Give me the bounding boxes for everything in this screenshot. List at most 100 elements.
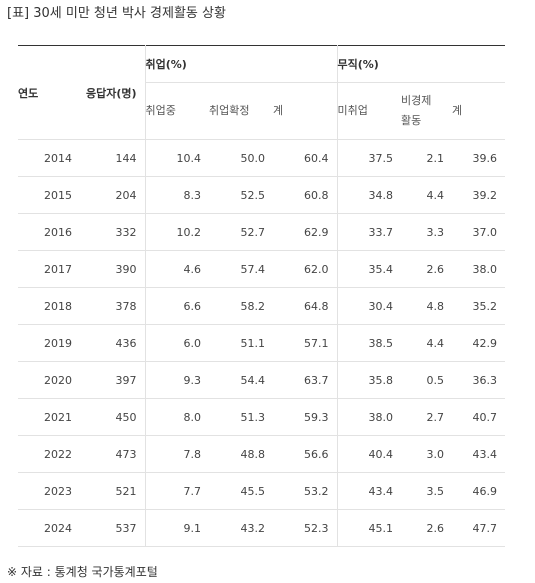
table-row: 2016 332 10.2 52.7 62.9 33.7 3.3 37.0 <box>18 213 506 251</box>
cell-employed-total: 64.8 <box>273 287 337 325</box>
cell-unemployed: 43.4 <box>336 472 401 510</box>
cell-respondents: 390 <box>86 250 145 288</box>
cell-year: 2014 <box>18 139 86 177</box>
cell-employed-confirmed: 58.2 <box>209 287 273 325</box>
table-row: 2023 521 7.7 45.5 53.2 43.4 3.5 46.9 <box>18 472 506 510</box>
cell-unemployed: 34.8 <box>336 176 401 214</box>
table-row: 2017 390 4.6 57.4 62.0 35.4 2.6 38.0 <box>18 250 506 288</box>
cell-employed-current: 6.0 <box>144 324 209 362</box>
cell-employed-total: 62.0 <box>273 250 337 288</box>
cell-employed-confirmed: 57.4 <box>209 250 273 288</box>
cell-employed-confirmed: 50.0 <box>209 139 273 177</box>
cell-unemployed-total: 47.7 <box>452 509 506 547</box>
cell-non-economic: 3.5 <box>401 472 452 510</box>
header-employed-total: 계 <box>273 82 337 140</box>
cell-non-economic: 4.4 <box>401 176 452 214</box>
cell-employed-total: 52.3 <box>273 509 337 547</box>
cell-employed-total: 63.7 <box>273 361 337 399</box>
cell-unemployed: 30.4 <box>336 287 401 325</box>
cell-respondents: 397 <box>86 361 145 399</box>
cell-non-economic: 2.6 <box>401 250 452 288</box>
cell-employed-total: 62.9 <box>273 213 337 251</box>
cell-unemployed: 38.5 <box>336 324 401 362</box>
table-row: 2022 473 7.8 48.8 56.6 40.4 3.0 43.4 <box>18 435 506 473</box>
cell-non-economic: 2.6 <box>401 509 452 547</box>
header-employed-group: 취업(%) <box>144 45 337 83</box>
cell-non-economic: 4.8 <box>401 287 452 325</box>
cell-unemployed-total: 39.2 <box>452 176 506 214</box>
cell-unemployed-total: 40.7 <box>452 398 506 436</box>
cell-respondents: 332 <box>86 213 145 251</box>
cell-respondents: 204 <box>86 176 145 214</box>
cell-unemployed: 35.8 <box>336 361 401 399</box>
cell-unemployed: 33.7 <box>336 213 401 251</box>
cell-year: 2019 <box>18 324 86 362</box>
cell-year: 2020 <box>18 361 86 399</box>
cell-non-economic: 3.0 <box>401 435 452 473</box>
cell-respondents: 521 <box>86 472 145 510</box>
employment-stats-table: 연도 응답자(명) 취업(%) 무직(%) 취업중 취업확정 계 미취업 비경제… <box>18 45 506 547</box>
cell-employed-confirmed: 54.4 <box>209 361 273 399</box>
header-employed-confirmed: 취업확정 <box>209 82 273 140</box>
cell-unemployed-total: 37.0 <box>452 213 506 251</box>
cell-respondents: 473 <box>86 435 145 473</box>
cell-employed-confirmed: 52.7 <box>209 213 273 251</box>
cell-employed-current: 9.1 <box>144 509 209 547</box>
header-unemployed: 미취업 <box>336 82 401 140</box>
cell-unemployed: 38.0 <box>336 398 401 436</box>
cell-non-economic: 2.1 <box>401 139 452 177</box>
cell-unemployed: 40.4 <box>336 435 401 473</box>
table-row: 2024 537 9.1 43.2 52.3 45.1 2.6 47.7 <box>18 509 506 547</box>
cell-employed-current: 8.3 <box>144 176 209 214</box>
header-respondents: 응답자(명) <box>86 45 145 140</box>
cell-employed-total: 57.1 <box>273 324 337 362</box>
table-row: 2014 144 10.4 50.0 60.4 37.5 2.1 39.6 <box>18 139 506 177</box>
cell-employed-confirmed: 52.5 <box>209 176 273 214</box>
cell-employed-current: 10.2 <box>144 213 209 251</box>
table-row: 2021 450 8.0 51.3 59.3 38.0 2.7 40.7 <box>18 398 506 436</box>
cell-unemployed-total: 36.3 <box>452 361 506 399</box>
cell-employed-total: 59.3 <box>273 398 337 436</box>
cell-year: 2024 <box>18 509 86 547</box>
header-unemployed-total: 계 <box>452 82 506 140</box>
cell-employed-confirmed: 45.5 <box>209 472 273 510</box>
cell-year: 2015 <box>18 176 86 214</box>
cell-employed-total: 53.2 <box>273 472 337 510</box>
cell-respondents: 378 <box>86 287 145 325</box>
cell-year: 2016 <box>18 213 86 251</box>
cell-non-economic: 3.3 <box>401 213 452 251</box>
table-row: 2020 397 9.3 54.4 63.7 35.8 0.5 36.3 <box>18 361 506 399</box>
cell-employed-current: 8.0 <box>144 398 209 436</box>
cell-non-economic: 0.5 <box>401 361 452 399</box>
cell-employed-current: 9.3 <box>144 361 209 399</box>
cell-unemployed-total: 43.4 <box>452 435 506 473</box>
cell-year: 2023 <box>18 472 86 510</box>
cell-respondents: 537 <box>86 509 145 547</box>
cell-unemployed-total: 39.6 <box>452 139 506 177</box>
table-row: 2015 204 8.3 52.5 60.8 34.8 4.4 39.2 <box>18 176 506 214</box>
cell-employed-current: 7.8 <box>144 435 209 473</box>
cell-year: 2018 <box>18 287 86 325</box>
header-employed-current: 취업중 <box>144 82 209 140</box>
header-non-economic: 비경제 활동 <box>401 82 452 140</box>
cell-unemployed: 35.4 <box>336 250 401 288</box>
header-year: 연도 <box>18 45 86 140</box>
cell-year: 2017 <box>18 250 86 288</box>
cell-employed-confirmed: 48.8 <box>209 435 273 473</box>
cell-employed-current: 10.4 <box>144 139 209 177</box>
cell-employed-current: 7.7 <box>144 472 209 510</box>
table-title: [표] 30세 미만 청년 박사 경제활동 상황 <box>7 6 226 21</box>
cell-employed-confirmed: 43.2 <box>209 509 273 547</box>
cell-respondents: 436 <box>86 324 145 362</box>
cell-unemployed: 45.1 <box>336 509 401 547</box>
cell-unemployed-total: 35.2 <box>452 287 506 325</box>
cell-unemployed-total: 46.9 <box>452 472 506 510</box>
cell-unemployed-total: 38.0 <box>452 250 506 288</box>
cell-non-economic: 4.4 <box>401 324 452 362</box>
cell-respondents: 450 <box>86 398 145 436</box>
cell-non-economic: 2.7 <box>401 398 452 436</box>
cell-year: 2022 <box>18 435 86 473</box>
cell-employed-total: 56.6 <box>273 435 337 473</box>
cell-respondents: 144 <box>86 139 145 177</box>
cell-unemployed: 37.5 <box>336 139 401 177</box>
